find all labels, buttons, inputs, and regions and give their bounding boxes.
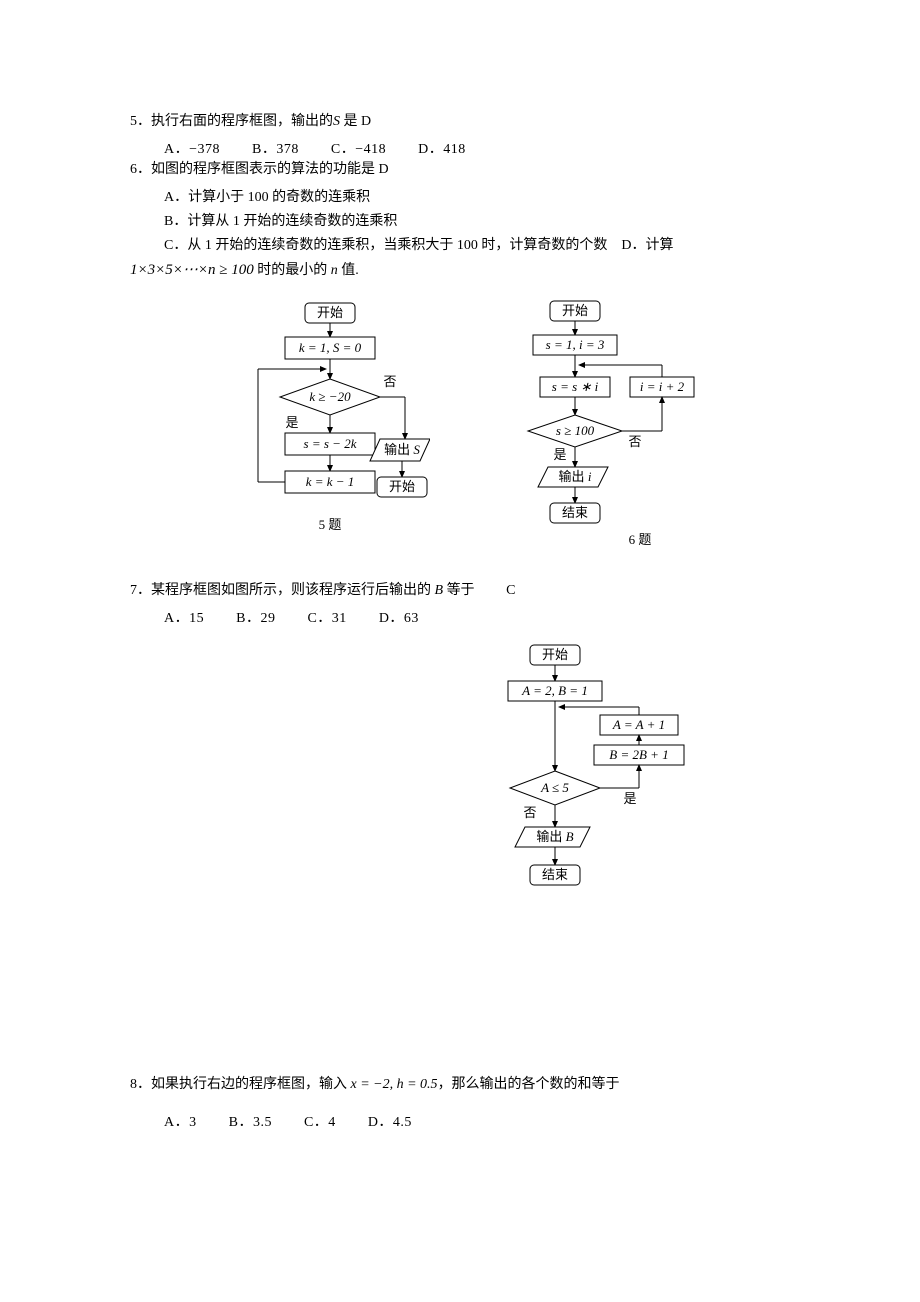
q5-optA: A．−378 xyxy=(164,142,220,157)
q7-num: 7． xyxy=(130,583,151,598)
q6-math-n: n xyxy=(208,262,216,278)
q8-optB: B．3.5 xyxy=(229,1115,272,1130)
q7-options: A．15 B．29 C．31 D．63 xyxy=(130,607,790,627)
q8-options: A．3 B．3.5 C．4 D．4.5 xyxy=(130,1111,790,1131)
fc7-s2: B = 2B + 1 xyxy=(609,747,668,762)
q6-optB: B．计算从 1 开始的连续奇数的连乘积 xyxy=(130,210,790,230)
q5-text: 执行右面的程序框图，输出的 xyxy=(151,114,333,129)
fc6-out: 输出 i xyxy=(559,469,592,484)
flowchart-7: 开始 A = 2, B = 1 A = A + 1 B = 2B + 1 A ≤… xyxy=(470,643,690,923)
question-6: 6．如图的程序框图表示的算法的功能是 D xyxy=(130,158,790,182)
q6-math-b: ≥ 100 xyxy=(216,262,254,278)
fc6-yes: 是 xyxy=(553,447,566,462)
q8-text: 如果执行右边的程序框图，输入 xyxy=(151,1077,351,1092)
q7-optB: B．29 xyxy=(236,611,275,626)
q6-num: 6． xyxy=(130,162,151,177)
fc6-no: 否 xyxy=(628,434,641,449)
fc5-out: 输出 S xyxy=(384,442,420,457)
fc6-inc: i = i + 2 xyxy=(640,379,685,394)
fc7-s1: A = A + 1 xyxy=(612,717,665,732)
q5-tail: 是 D xyxy=(344,114,372,129)
fc6-cond: s ≥ 100 xyxy=(556,423,595,438)
q8-math: x = −2, h = 0.5 xyxy=(351,1077,438,1092)
q7-text: 某程序框图如图所示，则该程序运行后输出的 xyxy=(151,583,435,598)
fc5-init: k = 1, S = 0 xyxy=(299,340,362,355)
q6-optC: C．从 1 开始的连续奇数的连乘积，当乘积大于 100 时，计算奇数的个数 D．… xyxy=(130,234,790,254)
q8-tail: ，那么输出的各个数的和等于 xyxy=(438,1077,620,1092)
q5-optB: B．378 xyxy=(252,142,299,157)
fc7-start: 开始 xyxy=(542,647,568,662)
flowchart-6: 开始 s = 1, i = 3 s = s ∗ i s ≥ 100 是 否 i … xyxy=(490,299,700,579)
fc6-s1: s = s ∗ i xyxy=(552,379,599,394)
fc5-yes: 是 xyxy=(285,415,298,430)
fc5-cond: k ≥ −20 xyxy=(309,389,351,404)
fc7-yes: 是 xyxy=(623,791,636,806)
fc5-s2: k = k − 1 xyxy=(306,474,355,489)
q7-tail: 等于 xyxy=(443,583,475,598)
fc5-s1: s = s − 2k xyxy=(304,436,357,451)
q8-optC: C．4 xyxy=(304,1115,336,1130)
fc7-cond: A ≤ 5 xyxy=(540,780,569,795)
q5-optD: D．418 xyxy=(418,142,466,157)
fc6-caption: 6 题 xyxy=(629,532,652,547)
fc5-end: 开始 xyxy=(389,479,415,494)
fc6-init: s = 1, i = 3 xyxy=(546,337,605,352)
q8-optA: A．3 xyxy=(164,1115,197,1130)
q7-var: B xyxy=(435,583,444,598)
q8-num: 8． xyxy=(130,1077,151,1092)
q6-optA: A．计算小于 100 的奇数的连乘积 xyxy=(130,186,790,206)
q6-optD-math: 1×3×5×⋯×n ≥ 100 时的最小的 n 值. xyxy=(130,258,790,284)
fc7-init: A = 2, B = 1 xyxy=(521,683,588,698)
q7-optA: A．15 xyxy=(164,611,204,626)
flowchart-5: 开始 k = 1, S = 0 k ≥ −20 否 是 s = s − 2k k… xyxy=(220,299,430,579)
q6-text: 如图的程序框图表示的算法的功能是 D xyxy=(151,162,389,177)
fc5-caption: 5 题 xyxy=(319,517,342,532)
q5-var: S xyxy=(333,114,340,129)
fc7-end: 结束 xyxy=(542,867,568,882)
q5-optC: C．−418 xyxy=(331,142,386,157)
fc6-end: 结束 xyxy=(562,505,588,520)
fc5-no: 否 xyxy=(383,374,396,389)
q5-options: A．−378 B．378 C．−418 D．418 xyxy=(130,138,790,158)
fc7-no: 否 xyxy=(523,805,536,820)
fc5-start: 开始 xyxy=(317,305,343,320)
q6-math-a: 1×3×5×⋯× xyxy=(130,262,208,278)
question-5: 5．执行右面的程序框图，输出的S 是 D xyxy=(130,110,790,134)
fc6-start: 开始 xyxy=(562,303,588,318)
q7-optC: C．31 xyxy=(307,611,346,626)
q7-optD: D．63 xyxy=(379,611,419,626)
q7-ans: C xyxy=(506,583,515,598)
q5-num: 5． xyxy=(130,114,151,129)
question-7: 7．某程序框图如图所示，则该程序运行后输出的 B 等于 C xyxy=(130,579,790,603)
q6-options: A．计算小于 100 的奇数的连乘积 B．计算从 1 开始的连续奇数的连乘积 C… xyxy=(130,186,790,254)
question-8: 8．如果执行右边的程序框图，输入 x = −2, h = 0.5，那么输出的各个… xyxy=(130,1073,790,1097)
fc7-out: 输出 B xyxy=(536,829,573,844)
q8-optD: D．4.5 xyxy=(368,1115,412,1130)
